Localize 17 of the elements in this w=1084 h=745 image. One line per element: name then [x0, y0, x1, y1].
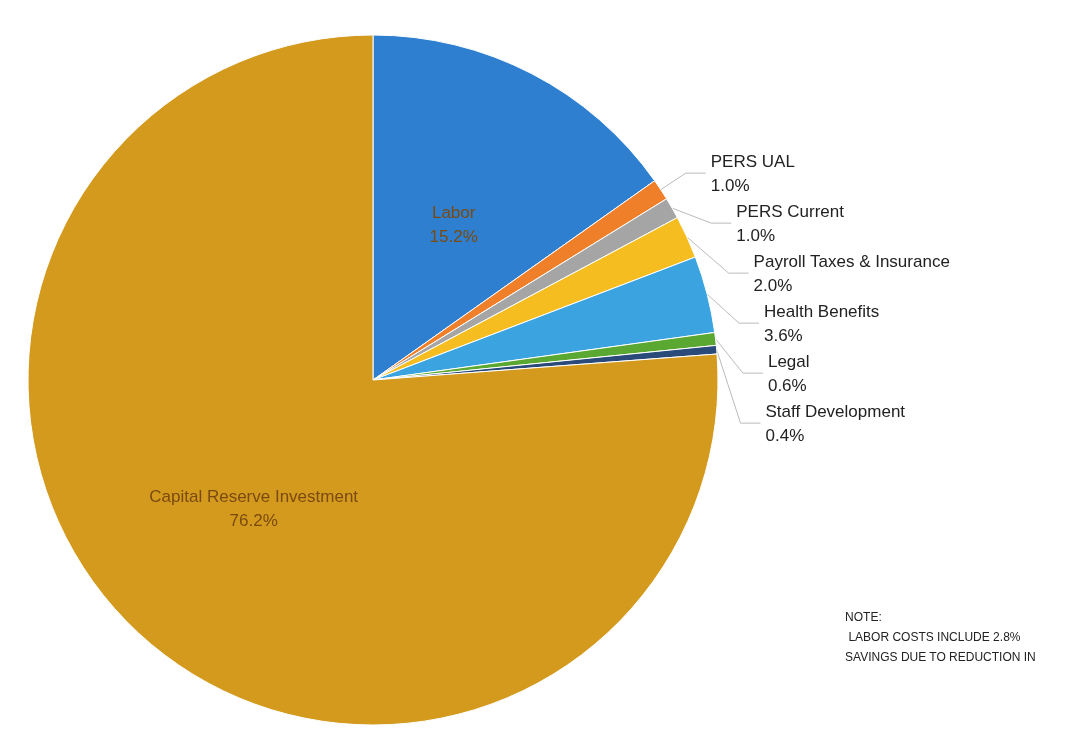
data-label: 15.2% [429, 226, 478, 246]
data-label: 0.4% [765, 425, 805, 445]
slice-label: Legal [767, 351, 810, 371]
slice-label: PERS UAL [710, 151, 795, 171]
data-label: 76.2% [229, 511, 278, 531]
slice-label: Payroll Taxes & Insurance [753, 251, 950, 271]
slice-label: Staff Development [765, 401, 906, 421]
slice-label: PERS Current [736, 201, 845, 221]
data-label: 0.6% [767, 375, 807, 395]
data-label: 1.0% [736, 225, 776, 245]
data-label: 2.0% [753, 275, 793, 295]
text: NOTE: LABOR COSTS INCLUDE 2.8% SAVINGS DUE TO REDUCTION IN [845, 610, 1036, 664]
data-label: 3.6% [763, 325, 803, 345]
slice-label: Labor [431, 202, 476, 222]
slice-label: Capital Reserve Investment [149, 487, 359, 507]
slice-label: Health Benefits [763, 301, 880, 321]
data-label: 1.0% [710, 175, 750, 195]
